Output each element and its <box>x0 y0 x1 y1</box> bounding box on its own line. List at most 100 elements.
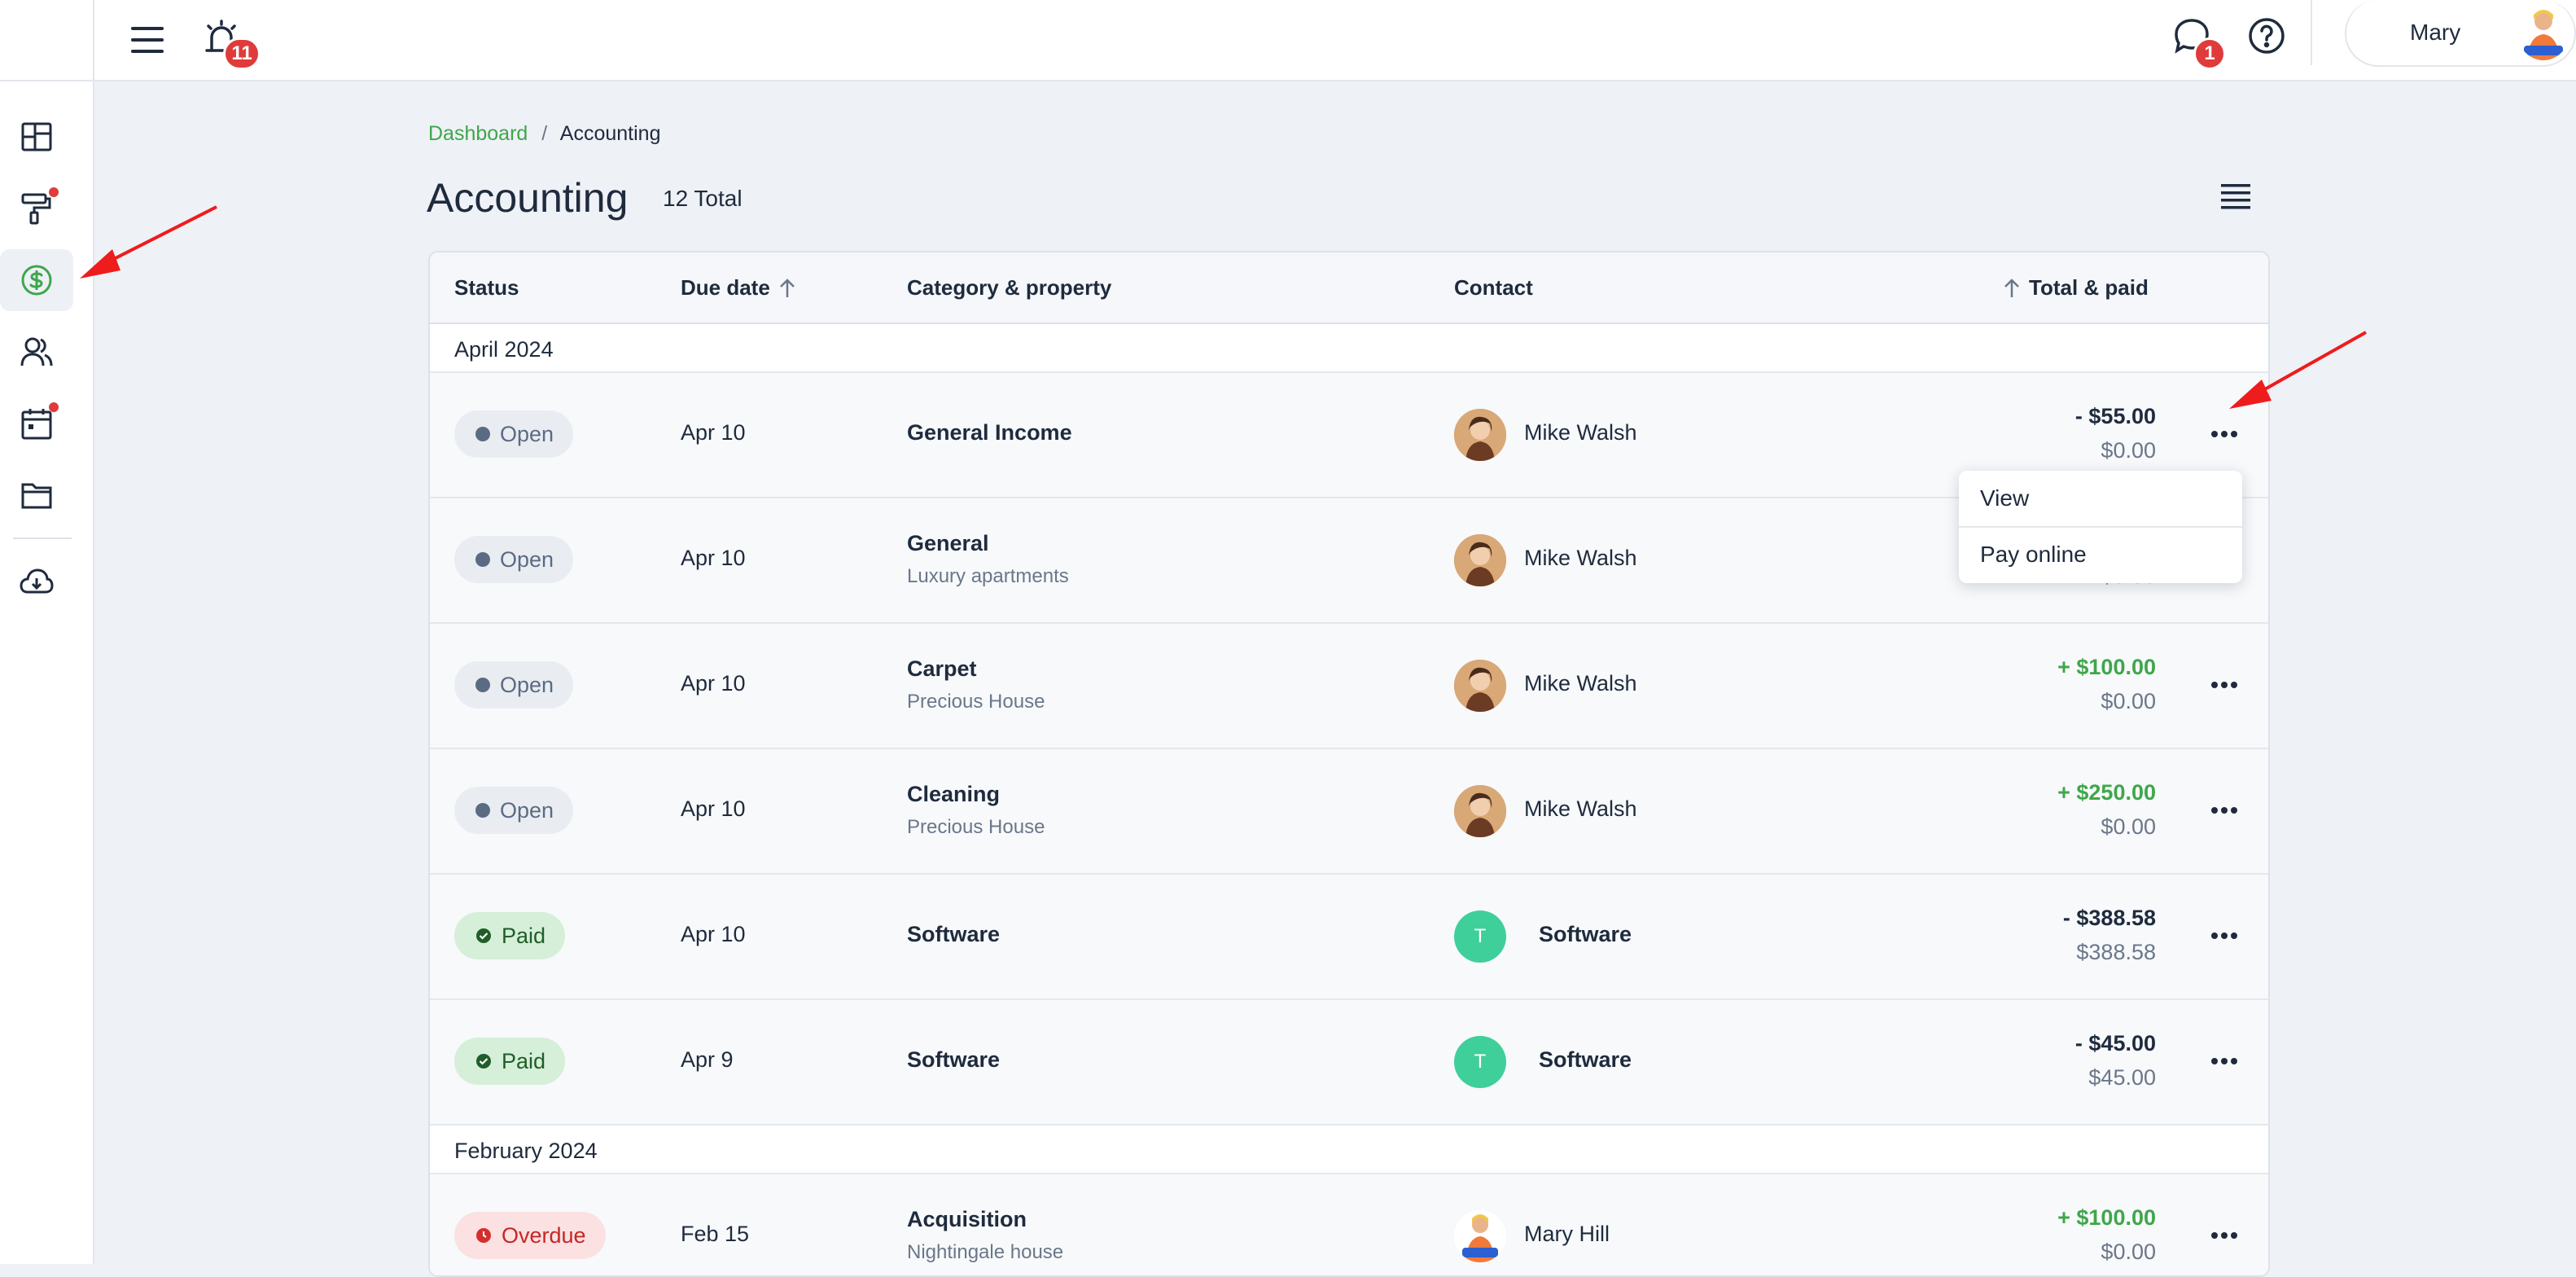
avatar <box>1454 409 1506 461</box>
contact-photo-icon <box>1454 534 1506 586</box>
check-circle-icon <box>476 1054 491 1069</box>
calendar-icon <box>21 409 52 440</box>
property: Luxury apartments <box>907 565 1069 587</box>
avatar <box>2517 5 2569 60</box>
table-row[interactable]: Paid Apr 9 Software T Software - $45.00 … <box>430 1000 2268 1126</box>
avatar <box>1454 785 1506 837</box>
due-date: Apr 9 <box>681 1047 734 1072</box>
notifications-button[interactable]: 11 <box>195 11 261 70</box>
sidebar-item-calendar[interactable] <box>0 393 73 454</box>
property: Nightingale house <box>907 1241 1064 1263</box>
sidebar-item-files[interactable] <box>0 464 73 526</box>
breadcrumb: Dashboard / Accounting <box>428 122 661 146</box>
status-badge: Paid <box>454 1038 566 1085</box>
table-row[interactable]: Paid Apr 10 Software T Software - $388.5… <box>430 875 2268 1000</box>
status-badge: Overdue <box>454 1212 606 1259</box>
table-row[interactable]: Open Apr 10 Cleaning Precious House Mike… <box>430 749 2268 875</box>
contact-name: Mike Walsh <box>1524 546 1637 570</box>
maintenance-alert-dot <box>49 187 59 197</box>
menu-item-pay-online[interactable]: Pay online <box>1959 526 2242 581</box>
avatar <box>1454 534 1506 586</box>
column-due-date-label: Due date <box>681 275 770 300</box>
check-circle-icon <box>476 928 491 943</box>
contact-photo-icon <box>1454 1210 1506 1262</box>
paid-amount: $0.00 <box>2101 1240 2156 1264</box>
property: Precious House <box>907 816 1045 838</box>
total-amount: + $100.00 <box>2057 655 2156 679</box>
sidebar-item-contacts[interactable] <box>0 321 73 383</box>
contact-photo-icon <box>1454 409 1506 461</box>
cloud-download-icon <box>20 568 54 594</box>
column-total-label: Total & paid <box>2029 275 2149 300</box>
contact-name: Mary Hill <box>1524 1222 1610 1246</box>
column-status[interactable]: Status <box>454 275 519 301</box>
row-actions-button[interactable] <box>2201 673 2247 697</box>
sidebar-item-maintenance[interactable] <box>0 178 73 239</box>
column-category[interactable]: Category & property <box>907 275 1111 301</box>
people-icon <box>20 337 53 366</box>
column-contact[interactable]: Contact <box>1454 275 1533 301</box>
column-due-date[interactable]: Due date <box>681 275 796 301</box>
column-total[interactable]: Total & paid <box>2003 275 2149 301</box>
breadcrumb-dashboard-link[interactable]: Dashboard <box>428 122 528 145</box>
clock-icon <box>476 1228 491 1243</box>
more-horizontal-icon <box>2211 1058 2237 1064</box>
total-amount: + $250.00 <box>2057 780 2156 805</box>
category: Cleaning <box>907 782 1001 806</box>
row-actions-button[interactable] <box>2201 924 2247 948</box>
row-actions-button[interactable] <box>2201 1223 2247 1248</box>
status-dot-icon <box>475 803 490 818</box>
status-label: Open <box>500 546 554 572</box>
contact-name: Software <box>1539 1047 1632 1072</box>
sidebar-item-accounting[interactable] <box>0 249 73 311</box>
more-horizontal-icon <box>2211 1232 2237 1239</box>
menu-toggle-button[interactable] <box>122 15 173 65</box>
help-button[interactable] <box>2241 10 2293 62</box>
avatar <box>1454 660 1506 712</box>
row-actions-button[interactable] <box>2201 1049 2247 1073</box>
status-dot-icon <box>475 552 490 567</box>
due-date: Apr 10 <box>681 671 746 696</box>
paid-amount: $45.00 <box>2088 1065 2156 1090</box>
list-view-button[interactable] <box>2219 181 2260 218</box>
due-date: Apr 10 <box>681 420 746 445</box>
topbar-divider <box>2311 0 2312 65</box>
contact-name: Software <box>1539 922 1632 946</box>
category: General <box>907 531 989 555</box>
status-dot-icon <box>475 427 490 441</box>
help-icon <box>2249 18 2285 54</box>
group-label: April 2024 <box>454 337 554 362</box>
messages-button[interactable]: 1 <box>2166 10 2226 70</box>
property: Precious House <box>907 691 1045 713</box>
category: Acquisition <box>907 1207 1027 1231</box>
total-amount: + $100.00 <box>2057 1205 2156 1230</box>
user-menu-button[interactable]: Mary <box>2345 0 2576 67</box>
status-label: Paid <box>502 1048 546 1073</box>
sidebar-item-dashboard[interactable] <box>0 106 73 168</box>
column-contact-label: Contact <box>1454 275 1533 300</box>
status-badge: Open <box>454 787 574 834</box>
status-badge: Open <box>454 661 574 709</box>
paid-amount: $0.00 <box>2101 814 2156 839</box>
row-actions-button[interactable] <box>2201 422 2247 446</box>
row-actions-button[interactable] <box>2201 798 2247 823</box>
table-row[interactable]: Overdue Feb 15 Acquisition Nightingale h… <box>430 1174 2268 1275</box>
accounting-table: Status Due date Category & property Cont… <box>428 251 2270 1277</box>
user-name: Mary <box>2410 20 2461 45</box>
status-dot-icon <box>475 678 490 692</box>
brand-slot <box>0 0 94 81</box>
contact-photo-icon <box>1454 660 1506 712</box>
chat-bubble-icon <box>2175 19 2209 54</box>
user-avatar-image <box>2517 5 2569 60</box>
annotation-arrow-right <box>2229 331 2367 409</box>
sidebar-item-downloads[interactable] <box>0 551 73 612</box>
paid-amount: $0.00 <box>2101 438 2156 463</box>
menu-item-view[interactable]: View <box>1980 485 2030 511</box>
column-category-label: Category & property <box>907 275 1112 300</box>
status-label: Paid <box>502 923 546 948</box>
total-amount: - $388.58 <box>2062 906 2156 930</box>
table-header: Status Due date Category & property Cont… <box>430 252 2268 324</box>
contact-name: Mike Walsh <box>1524 796 1637 821</box>
paid-amount: $0.00 <box>2101 689 2156 713</box>
table-row[interactable]: Open Apr 10 Carpet Precious House Mike W… <box>430 624 2268 749</box>
